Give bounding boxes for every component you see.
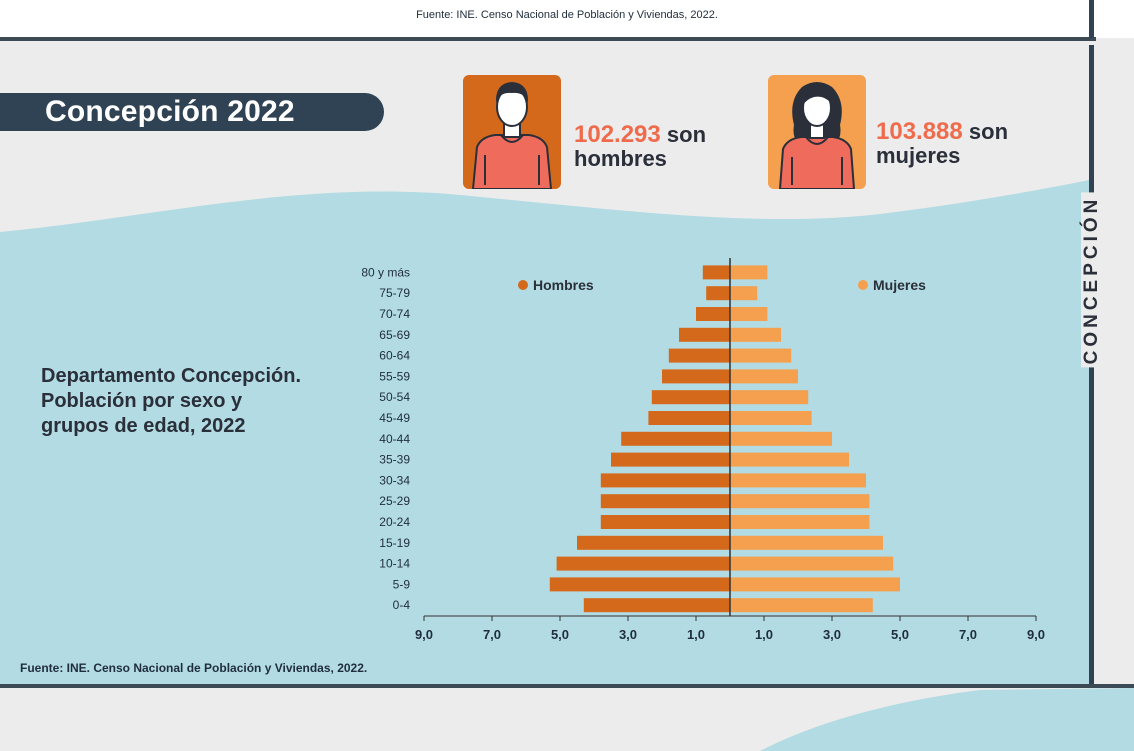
y-tick-label: 80 y más	[361, 265, 410, 279]
women-label: mujeres	[876, 143, 961, 168]
bar-mujeres	[730, 286, 758, 301]
y-tick-label: 5-9	[393, 577, 411, 591]
bar-mujeres	[730, 307, 768, 321]
bottom-source-note: Fuente: INE. Censo Nacional de Población…	[20, 661, 368, 675]
page-title: Concepción 2022	[45, 95, 295, 128]
bar-mujeres	[730, 348, 792, 363]
top-strip: Fuente: INE. Censo Nacional de Población…	[0, 0, 1134, 38]
man-avatar-icon	[463, 75, 561, 189]
x-tick-label: 3,0	[619, 627, 637, 642]
chart-title: Departamento Concepción. Población por s…	[41, 365, 302, 437]
x-tick-label: 1,0	[687, 627, 705, 642]
x-tick-label: 9,0	[1027, 627, 1045, 642]
bar-mujeres	[730, 431, 832, 446]
bar-hombres	[651, 390, 730, 405]
x-tick-label: 1,0	[755, 627, 773, 642]
bar-hombres	[549, 577, 730, 592]
x-tick-label: 7,0	[483, 627, 501, 642]
legend-label: Mujeres	[873, 277, 926, 293]
bar-hombres	[648, 411, 730, 425]
title-banner: Concepción 2022	[0, 93, 384, 131]
bar-mujeres	[730, 556, 894, 571]
y-tick-label: 15-19	[379, 536, 410, 550]
x-tick-label: 5,0	[891, 627, 909, 642]
y-tick-label: 65-69	[379, 328, 410, 342]
women-stat: 103.888 son mujeres	[876, 120, 1008, 168]
y-tick-label: 30-34	[379, 473, 410, 487]
men-count: 102.293	[574, 121, 661, 148]
bar-hombres	[600, 494, 730, 509]
y-tick-label: 20-24	[379, 515, 410, 529]
bottom-wave-shape	[760, 688, 1134, 751]
x-tick-label: 7,0	[959, 627, 977, 642]
bar-mujeres	[730, 515, 870, 529]
women-count: 103.888	[876, 118, 963, 145]
bar-mujeres	[730, 369, 798, 384]
top-vertical-rule	[1089, 0, 1094, 38]
x-tick-label: 5,0	[551, 627, 569, 642]
y-tick-label: 0-4	[393, 598, 411, 612]
y-tick-label: 10-14	[379, 557, 410, 571]
y-tick-label: 25-29	[379, 494, 410, 508]
legend-label: Hombres	[533, 277, 594, 293]
y-tick-label: 70-74	[379, 307, 410, 321]
bar-hombres	[662, 369, 730, 384]
legend-dot	[858, 280, 868, 290]
bar-mujeres	[730, 411, 812, 425]
y-tick-label: 75-79	[379, 286, 410, 300]
bar-hombres	[583, 598, 730, 613]
y-tick-label: 45-49	[379, 411, 410, 425]
bar-mujeres	[730, 535, 883, 550]
bar-hombres	[600, 473, 730, 488]
women-count-suffix: son	[968, 119, 1009, 144]
bar-mujeres	[730, 390, 809, 405]
men-stat: 102.293 son hombres	[574, 123, 706, 171]
bar-hombres	[696, 307, 730, 321]
bar-hombres	[577, 535, 730, 550]
y-tick-label: 55-59	[379, 369, 410, 383]
woman-avatar-icon	[768, 75, 866, 189]
bar-hombres	[668, 348, 730, 363]
top-rule	[0, 37, 1096, 41]
bar-mujeres	[730, 265, 768, 280]
y-tick-label: 40-44	[379, 432, 410, 446]
bar-mujeres	[730, 452, 849, 467]
bar-hombres	[600, 515, 730, 529]
y-tick-label: 35-39	[379, 453, 410, 467]
x-tick-label: 9,0	[415, 627, 433, 642]
legend-dot	[518, 280, 528, 290]
bar-mujeres	[730, 473, 866, 488]
y-tick-label: 60-64	[379, 349, 410, 363]
bar-hombres	[611, 452, 730, 467]
bar-hombres	[621, 431, 730, 446]
x-tick-label: 3,0	[823, 627, 841, 642]
bar-mujeres	[730, 327, 781, 342]
bar-mujeres	[730, 598, 873, 613]
bar-mujeres	[730, 577, 900, 592]
y-tick-label: 50-54	[379, 390, 410, 404]
top-source-note: Fuente: INE. Censo Nacional de Población…	[416, 9, 718, 21]
bottom-rule	[0, 684, 1134, 688]
bar-mujeres	[730, 494, 870, 509]
bar-hombres	[679, 327, 730, 342]
bar-hombres	[706, 286, 730, 301]
men-count-suffix: son	[666, 122, 707, 147]
bar-hombres	[556, 556, 730, 571]
bar-hombres	[702, 265, 730, 280]
men-label: hombres	[574, 146, 667, 171]
